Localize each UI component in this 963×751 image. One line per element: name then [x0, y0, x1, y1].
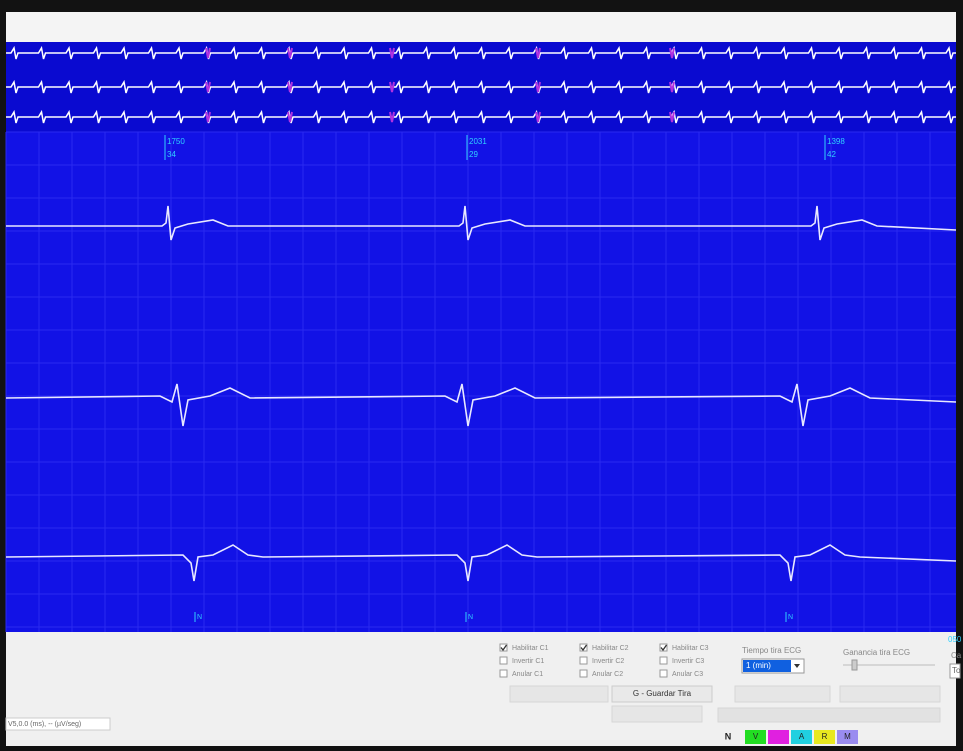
- cut-value: To: [952, 666, 961, 675]
- checkbox-label: Invertir C1: [512, 658, 544, 665]
- button[interactable]: [612, 706, 702, 722]
- rr-interval: 2031: [469, 137, 487, 146]
- status-text: V5,0.0 (ms), -- (µV/seg): [8, 721, 81, 728]
- checkbox-label: Invertir C3: [672, 658, 704, 665]
- button-label: G - Guardar Tira: [633, 689, 692, 698]
- button[interactable]: [840, 686, 940, 702]
- legend-label: A: [799, 732, 805, 741]
- top-bar: [6, 12, 956, 42]
- checkbox-label: Anular C2: [592, 671, 623, 678]
- checkbox-label: Invertir C2: [592, 658, 624, 665]
- checkbox[interactable]: [580, 657, 587, 664]
- legend-swatch[interactable]: [768, 730, 789, 744]
- checkbox[interactable]: [500, 670, 507, 677]
- rr-interval: 1750: [167, 137, 185, 146]
- checkbox-label: Habilitar C3: [672, 645, 709, 652]
- beat-label: N: [468, 614, 473, 621]
- tiempo-value: 1 (min): [746, 661, 771, 670]
- annotation-value: 34: [167, 150, 176, 159]
- checkbox-label: Habilitar C2: [592, 645, 629, 652]
- checkbox[interactable]: [660, 657, 667, 664]
- annotation-value: 42: [827, 150, 836, 159]
- input[interactable]: [718, 708, 940, 722]
- checkbox-label: Anular C3: [672, 671, 703, 678]
- checkbox[interactable]: [500, 657, 507, 664]
- checkbox-label: Anular C1: [512, 671, 543, 678]
- slider-thumb[interactable]: [852, 660, 857, 670]
- checkbox[interactable]: [660, 670, 667, 677]
- checkbox[interactable]: [580, 670, 587, 677]
- rr-interval: 1398: [827, 137, 845, 146]
- page: 1750 34 2031 29 1398 42 N N N 050 Tiempo tira EC…: [0, 0, 963, 746]
- checkboxes: Habilitar C1 Invertir C1 Anular C1 Habilita…: [500, 644, 709, 678]
- legend-label: R: [822, 732, 828, 741]
- beat-label: N: [197, 614, 202, 621]
- ecg-area: [6, 132, 956, 632]
- button[interactable]: [510, 686, 608, 702]
- tiempo-label: Tiempo tira ECG: [742, 646, 801, 655]
- screen: 1750 34 2031 29 1398 42 N N N 050 Tiempo tira EC…: [0, 0, 963, 746]
- corner-label: 050: [948, 635, 962, 644]
- legend-label: M: [844, 732, 851, 741]
- button[interactable]: [735, 686, 830, 702]
- cut-label: Ca: [951, 651, 962, 660]
- beat-label: N: [788, 614, 793, 621]
- annotation-value: 29: [469, 150, 478, 159]
- legend-label: N: [725, 731, 732, 741]
- ganancia-label: Ganancia tira ECG: [843, 648, 910, 657]
- legend-label: V: [753, 732, 759, 741]
- checkbox-label: Habilitar C1: [512, 645, 549, 652]
